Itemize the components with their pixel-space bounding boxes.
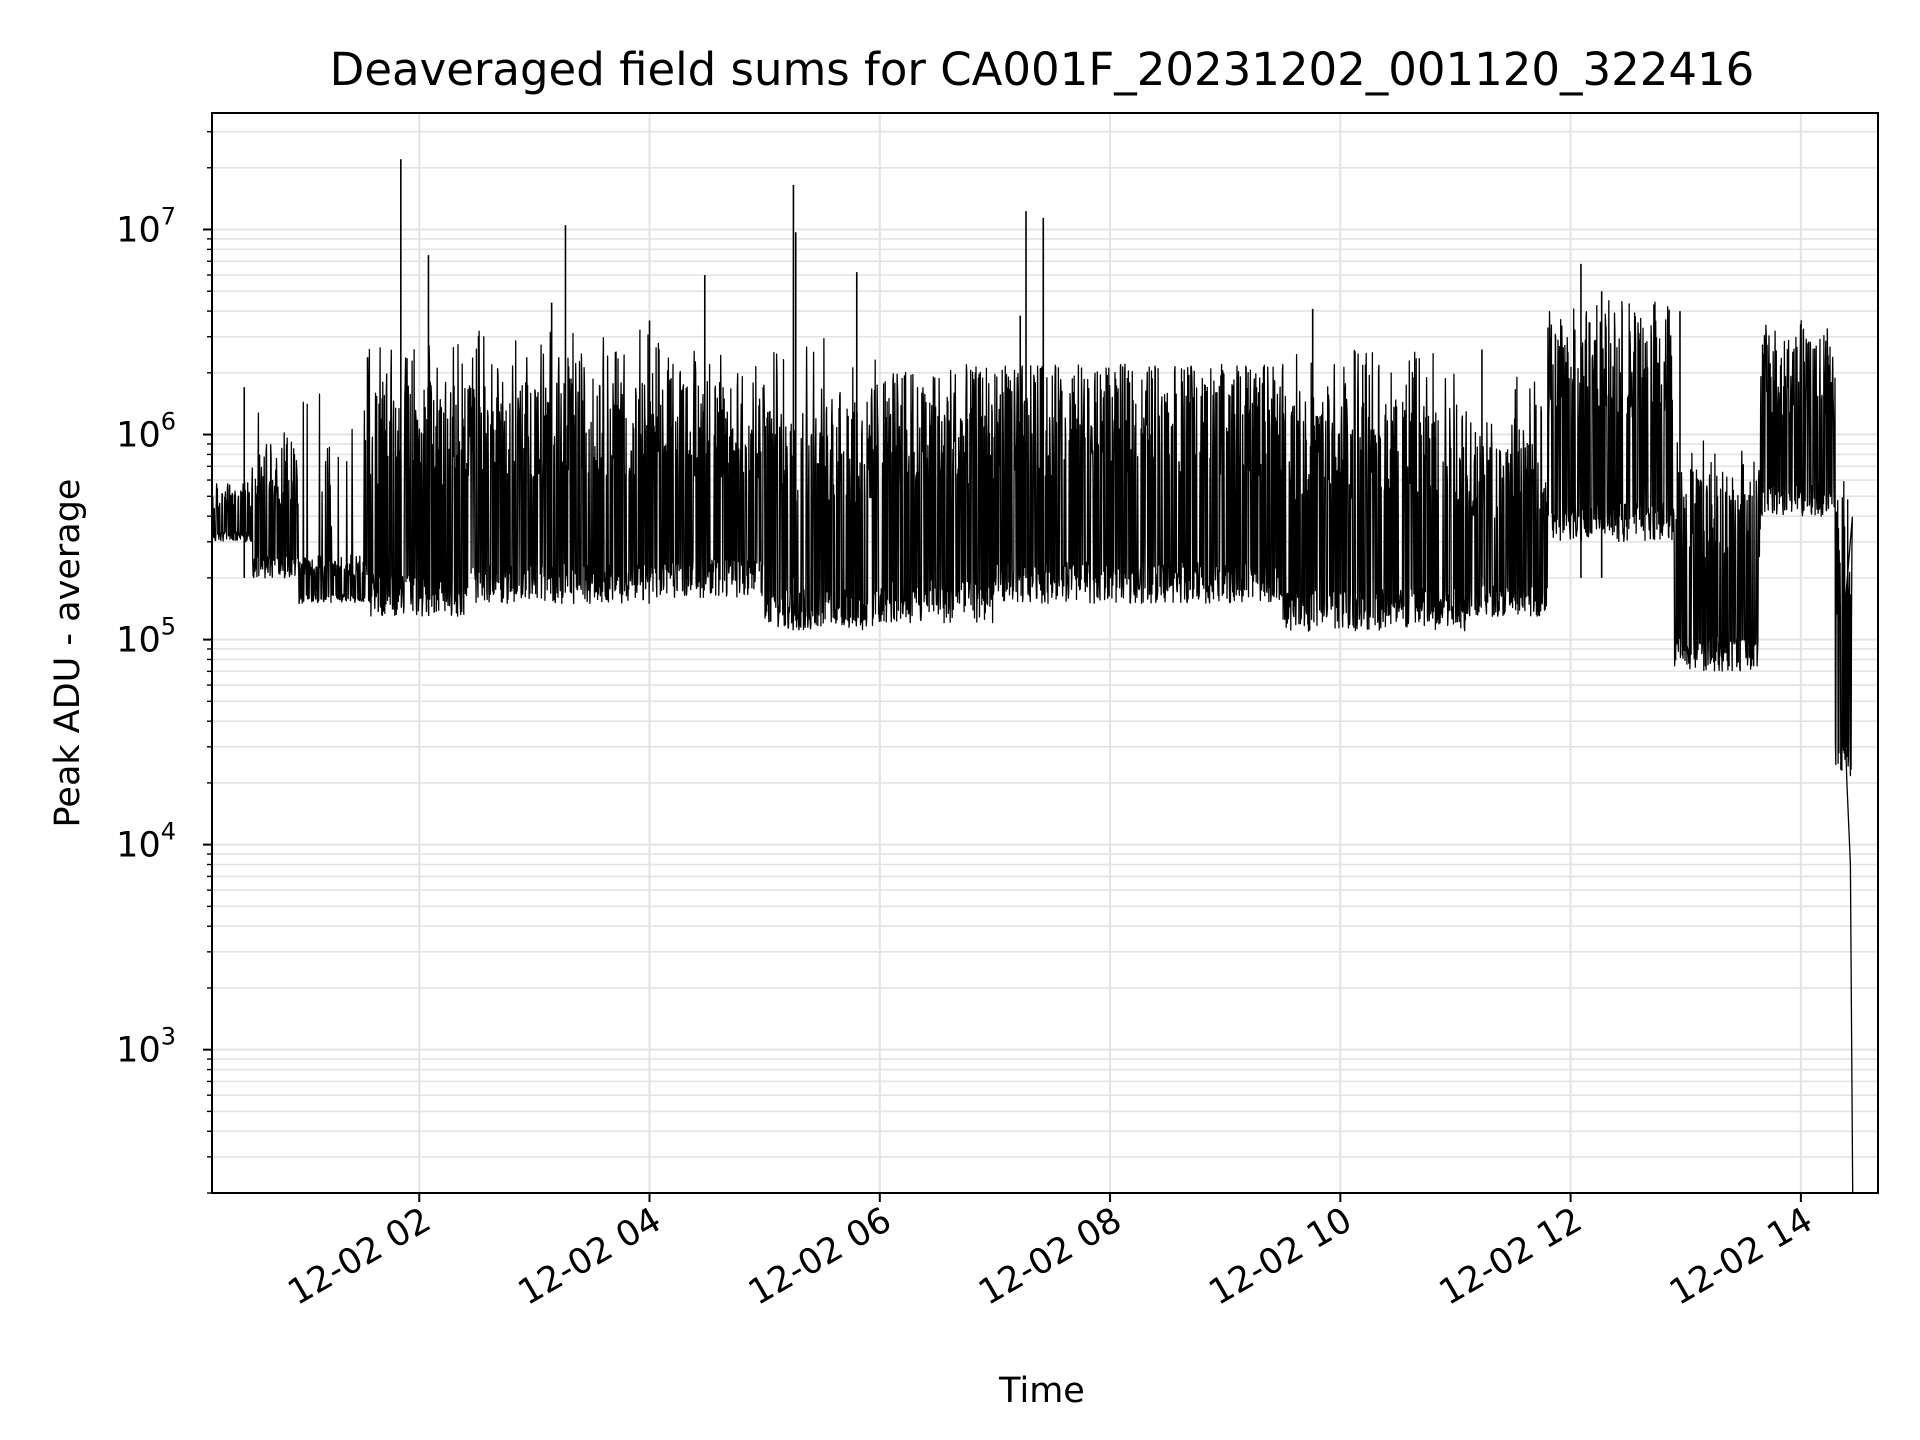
y-axis-label: Peak ADU - average	[48, 479, 88, 828]
x-axis-label: Time	[998, 1371, 1085, 1411]
y-tick-exponent: 7	[161, 203, 176, 231]
y-tick-exponent: 5	[161, 613, 176, 641]
chart-title: Deaveraged field sums for CA001F_2023120…	[330, 43, 1755, 96]
plot-background	[212, 113, 1878, 1193]
y-tick-label: 106	[116, 408, 176, 456]
y-tick-base: 10	[116, 826, 161, 866]
data-series	[211, 159, 1854, 1194]
y-tick-base: 10	[116, 416, 161, 456]
y-tick-base: 10	[116, 211, 161, 251]
plot-area	[211, 112, 1879, 1194]
y-tick-exponent: 3	[161, 1023, 176, 1051]
y-tick-exponent: 6	[161, 408, 176, 436]
y-tick-base: 10	[116, 621, 161, 661]
y-tick-label: 103	[116, 1023, 176, 1071]
y-tick-exponent: 4	[161, 818, 176, 846]
y-tick-label: 104	[116, 818, 176, 866]
y-tick-base: 10	[116, 1031, 161, 1071]
y-tick-label: 105	[116, 613, 176, 661]
y-tick-label: 107	[116, 203, 176, 251]
plot-frame	[211, 112, 1879, 1194]
